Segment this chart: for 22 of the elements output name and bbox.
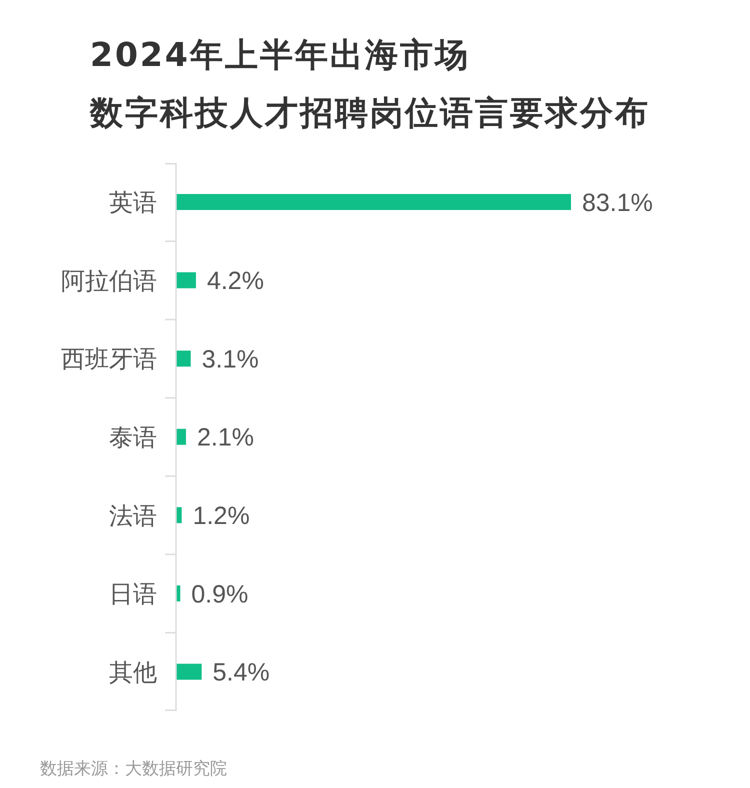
chart-subtitle: 数字科技人才招聘岗位语言要求分布 — [90, 92, 650, 134]
bar — [176, 272, 196, 288]
y-tick-label: 泰语 — [109, 424, 157, 452]
source-note: 数据来源：大数据研究院 — [40, 759, 227, 779]
y-tick-label: 其他 — [109, 658, 157, 686]
data-label: 5.4% — [212, 658, 270, 687]
data-label: 4.2% — [206, 267, 264, 296]
bar — [176, 428, 186, 445]
y-tick-label: 日语 — [109, 580, 157, 608]
data-label: 1.2% — [192, 502, 250, 530]
y-tick-label: 英语 — [109, 188, 157, 217]
y-tick-label: 西班牙语 — [61, 345, 157, 374]
chart-title: 2024年上半年出海市场 — [90, 34, 471, 76]
bar — [176, 664, 202, 680]
data-label: 83.1% — [582, 188, 653, 217]
data-label: 3.1% — [202, 345, 259, 374]
y-tick-label: 阿拉伯语 — [61, 266, 157, 295]
data-label: 2.1% — [196, 424, 254, 452]
y-tick-label: 法语 — [109, 502, 157, 530]
bar — [176, 194, 571, 210]
bar — [176, 350, 191, 367]
data-label: 0.9% — [191, 580, 248, 608]
